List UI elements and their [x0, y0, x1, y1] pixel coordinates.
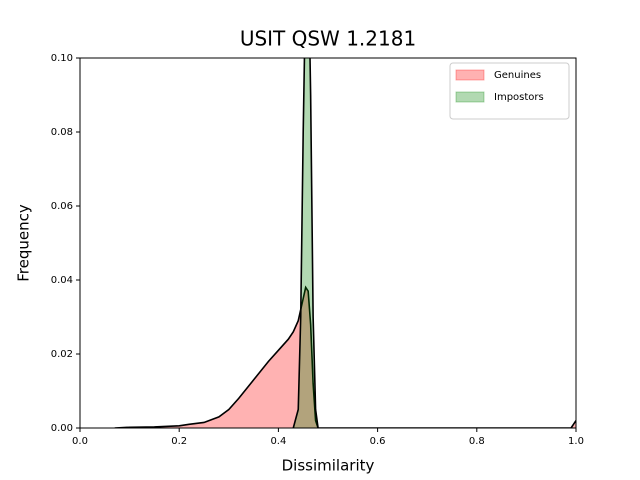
x-tick-label: 1.0: [568, 436, 584, 447]
x-tick-label: 0.0: [72, 436, 88, 447]
x-tick-label: 0.6: [370, 436, 386, 447]
outline: [114, 285, 576, 428]
plot-area: [114, 58, 576, 428]
chart-title: USIT QSW 1.2181: [240, 27, 416, 51]
x-axis-label: Dissimilarity: [282, 457, 375, 475]
axes-frame: [79, 57, 577, 429]
y-tick-label: 0.10: [51, 53, 73, 64]
y-tick-label: 0.04: [51, 275, 73, 286]
legend-swatch: [455, 91, 485, 103]
legend: Genuines Impostors: [449, 62, 570, 120]
legend-swatch: [455, 69, 485, 81]
legend-box: [449, 62, 570, 120]
y-tick-label: 0.08: [51, 127, 73, 138]
y-axis-label: Frequency: [15, 204, 33, 282]
y-tick-label: 0.00: [51, 423, 73, 434]
legend-label: Genuines: [494, 70, 541, 81]
y-tick-label: 0.06: [51, 201, 73, 212]
area: [293, 58, 319, 428]
x-tick-label: 0.8: [469, 436, 485, 447]
x-tick-label: 0.4: [270, 436, 286, 447]
outline: [292, 58, 319, 428]
legend-label: Impostors: [494, 92, 544, 103]
y-tick-label: 0.02: [51, 349, 73, 360]
x-tick-label: 0.2: [171, 436, 187, 447]
